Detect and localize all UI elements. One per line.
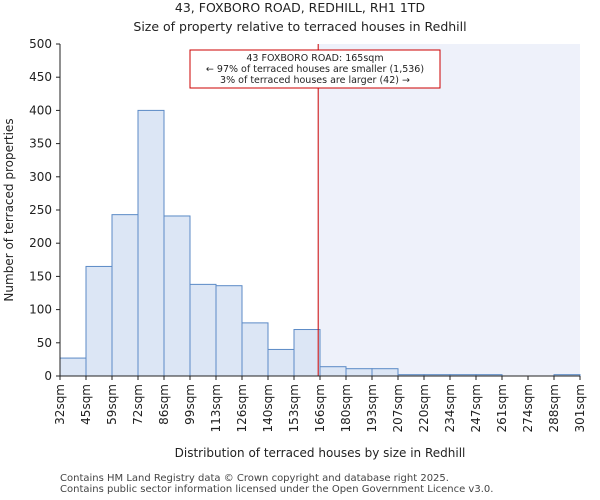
y-tick-label-350: 350 — [29, 137, 52, 151]
x-tick-label-288sqm: 288sqm — [547, 384, 561, 432]
x-tick-label-193sqm: 193sqm — [365, 384, 379, 432]
annotation-line-1: 43 FOXBORO ROAD: 165sqm — [246, 53, 383, 64]
annotation-line-2: ← 97% of terraced houses are smaller (1,… — [206, 64, 424, 75]
bar-32sqm — [59, 357, 87, 377]
chart-subtitle: Size of property relative to terraced ho… — [133, 19, 466, 34]
footer-line-1: Contains HM Land Registry data © Crown c… — [60, 473, 449, 484]
bar-166sqm — [319, 366, 347, 377]
larger-region-shade — [318, 44, 580, 376]
y-tick-label-200: 200 — [29, 236, 52, 250]
y-tick-label-250: 250 — [29, 203, 52, 217]
chart-title: 43, FOXBORO ROAD, REDHILL, RH1 1TD — [175, 0, 425, 15]
bar-140sqm — [267, 348, 295, 377]
bar-86sqm — [163, 215, 191, 377]
bar-153sqm — [293, 329, 321, 377]
bar-45sqm — [85, 265, 113, 377]
bar-180sqm — [345, 368, 373, 377]
x-tick-label-247sqm: 247sqm — [469, 384, 483, 432]
y-tick-label-100: 100 — [29, 303, 52, 317]
y-tick-label-400: 400 — [29, 103, 52, 117]
bar-193sqm — [371, 368, 399, 377]
x-tick-label-166sqm: 166sqm — [313, 384, 327, 432]
x-tick-label-45sqm: 45sqm — [79, 384, 93, 425]
x-tick-label-207sqm: 207sqm — [391, 384, 405, 432]
y-tick-label-0: 0 — [44, 369, 52, 383]
x-tick-label-301sqm: 301sqm — [573, 384, 587, 432]
x-tick-label-220sqm: 220sqm — [417, 384, 431, 432]
annotation-frame — [189, 49, 441, 89]
x-tick-label-32sqm: 32sqm — [53, 384, 67, 425]
bar-59sqm — [111, 214, 139, 377]
x-tick-label-126sqm: 126sqm — [235, 384, 249, 432]
bar-113sqm — [215, 285, 243, 377]
x-axis-label: Distribution of terraced houses by size … — [175, 446, 466, 460]
x-tick-label-153sqm: 153sqm — [287, 384, 301, 432]
x-tick-label-180sqm: 180sqm — [339, 384, 353, 432]
x-tick-label-274sqm: 274sqm — [521, 384, 535, 432]
footer-line-2: Contains public sector information licen… — [60, 484, 494, 495]
annotation-box: 43 FOXBORO ROAD: 165sqm ← 97% of terrace… — [189, 49, 441, 89]
footer-attribution: Contains HM Land Registry data © Crown c… — [60, 473, 493, 495]
x-tick-label-234sqm: 234sqm — [443, 384, 457, 432]
bar-126sqm — [241, 322, 269, 377]
y-tick-label-150: 150 — [29, 269, 52, 283]
x-tick-label-140sqm: 140sqm — [261, 384, 275, 432]
bar-72sqm — [137, 109, 165, 377]
y-tick-label-500: 500 — [29, 37, 52, 51]
x-tick-label-86sqm: 86sqm — [157, 384, 171, 425]
x-tick-label-72sqm: 72sqm — [131, 384, 145, 425]
bar-99sqm — [189, 283, 217, 377]
annotation-line-3: 3% of terraced houses are larger (42) → — [220, 75, 410, 86]
y-axis-label: Number of terraced properties — [2, 118, 16, 301]
y-tick-label-450: 450 — [29, 70, 52, 84]
y-tick-label-300: 300 — [29, 170, 52, 184]
x-tick-label-113sqm: 113sqm — [209, 384, 223, 432]
x-tick-label-59sqm: 59sqm — [105, 384, 119, 425]
y-tick-label-50: 50 — [37, 336, 52, 350]
x-tick-label-99sqm: 99sqm — [183, 384, 197, 425]
x-tick-label-261sqm: 261sqm — [495, 384, 509, 432]
